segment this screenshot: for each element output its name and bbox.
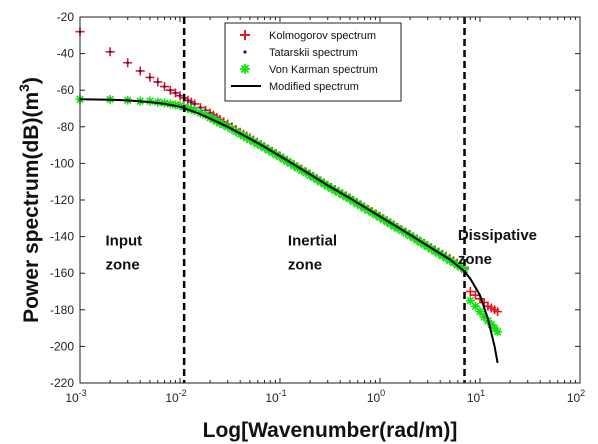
zone-label-1: zone bbox=[288, 256, 322, 273]
series-line bbox=[79, 98, 499, 364]
legend-marker-tatarskii bbox=[243, 50, 247, 54]
legend-marker-kolmogorov bbox=[240, 30, 250, 40]
legend-label: Von Karman spectrum bbox=[269, 64, 378, 76]
tatarskii-point bbox=[178, 94, 182, 97]
y-tick-label: -160 bbox=[50, 266, 74, 280]
zone-label-0: Input bbox=[106, 232, 143, 249]
x-axis-title: Log[Wavenumber(rad/m)] bbox=[203, 419, 458, 442]
tatarskii-point bbox=[126, 61, 130, 65]
tatarskii-point bbox=[108, 50, 112, 54]
kolmogorov-point bbox=[470, 290, 480, 300]
x-tick-label: 100 bbox=[367, 388, 385, 405]
x-tick-label: 101 bbox=[467, 388, 485, 405]
von-karman-point bbox=[201, 110, 211, 120]
zone-labels: Input zone Inertial zone Dissipative zone bbox=[106, 227, 538, 273]
zone-label-2: zone bbox=[458, 251, 492, 268]
von-karman-point bbox=[493, 327, 503, 337]
axes: -220 -200 -180 -160 -140 -120 -100 -80 -60 -40 -20… bbox=[50, 10, 585, 405]
y-tick-label: -60 bbox=[57, 83, 75, 97]
legend-box bbox=[224, 22, 402, 102]
tatarskii-point bbox=[186, 98, 190, 102]
y-tick-label: -80 bbox=[57, 120, 75, 134]
tatarskii-point bbox=[148, 76, 152, 79]
von-karman-point bbox=[465, 296, 475, 306]
von-karman-point bbox=[475, 307, 485, 317]
von-karman-point bbox=[190, 105, 200, 115]
von-karman-point bbox=[486, 319, 496, 329]
tatarskii-point bbox=[199, 106, 202, 109]
tatarskii-point bbox=[163, 85, 166, 88]
legend-label: Kolmogorov spectrum bbox=[269, 30, 376, 42]
x-tick-label: 10-2 bbox=[165, 388, 186, 405]
series-3 bbox=[79, 98, 499, 364]
zone-label-1: Inertial bbox=[288, 232, 337, 249]
zone-label-0: zone bbox=[106, 256, 140, 273]
y-tick-label: -120 bbox=[50, 193, 74, 207]
von-karman-point bbox=[186, 104, 196, 114]
y-tick-label: -20 bbox=[57, 10, 75, 24]
von-karman-point bbox=[170, 100, 180, 110]
tatarskii-point bbox=[156, 80, 160, 84]
von-karman-point bbox=[195, 108, 205, 118]
data-marks bbox=[75, 27, 503, 364]
tatarskii-point bbox=[169, 88, 172, 92]
y-axis-title: Power spectrum(dB)(m3) bbox=[16, 77, 43, 323]
tatarskii-point bbox=[193, 102, 196, 106]
von-karman-point bbox=[490, 323, 500, 333]
y-tick-label: -40 bbox=[57, 47, 75, 61]
y-tick-label: -180 bbox=[50, 303, 74, 317]
kolmogorov-point bbox=[465, 287, 475, 296]
legend-label: Modified spectrum bbox=[269, 81, 359, 93]
y-tick-label: -200 bbox=[50, 339, 74, 353]
zone-boundaries bbox=[182, 17, 466, 383]
y-tick-label: -100 bbox=[50, 156, 74, 170]
tatarskii-point bbox=[174, 91, 177, 95]
legend-marker-von-karman bbox=[240, 64, 250, 74]
x-tick-label: 10-3 bbox=[65, 388, 86, 405]
x-tick-label: 102 bbox=[567, 388, 585, 405]
zone-label-2: Dissipative bbox=[458, 227, 537, 244]
legend-label: Tatarskii spectrum bbox=[269, 47, 358, 59]
legend: Kolmogorov spectrum Tatarskii spectrum Von… bbox=[224, 22, 402, 102]
tatarskii-point bbox=[189, 100, 193, 104]
tatarskii-point bbox=[138, 69, 142, 73]
kolmogorov-point bbox=[493, 307, 503, 317]
von-karman-point bbox=[183, 104, 193, 113]
y-tick-label: -220 bbox=[50, 376, 74, 390]
von-karman-point bbox=[460, 265, 470, 275]
y-tick-label: -140 bbox=[50, 230, 74, 244]
von-karman-point bbox=[165, 99, 175, 109]
von-karman-point bbox=[479, 312, 489, 322]
von-karman-point bbox=[470, 301, 480, 311]
x-tick-label: 10-1 bbox=[265, 388, 286, 405]
